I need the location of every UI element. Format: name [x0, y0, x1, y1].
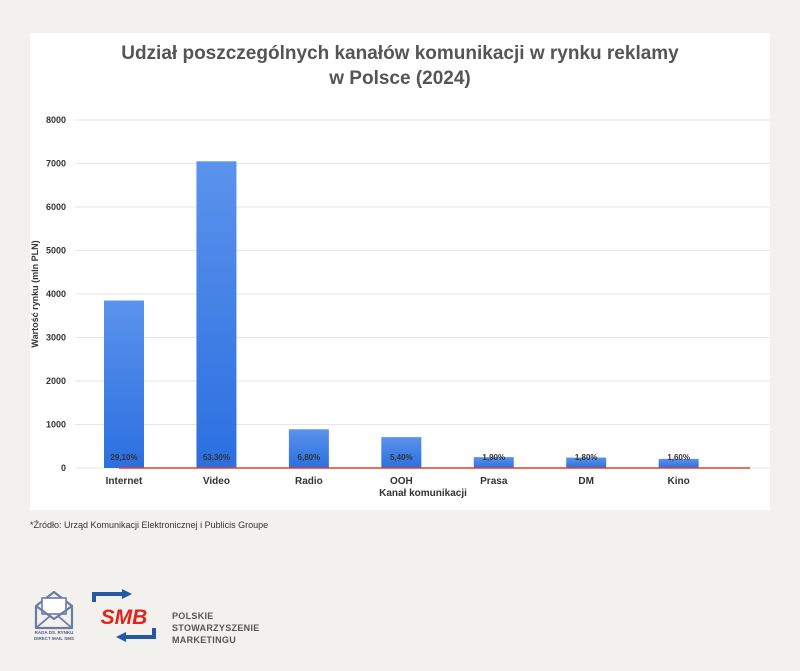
x-tick-label: Kino: [668, 476, 690, 487]
y-tick-label: 1000: [46, 420, 66, 430]
y-tick-label: 0: [61, 463, 66, 473]
bar: [381, 437, 422, 468]
x-tick-label: Internet: [106, 476, 143, 487]
smb-logo: SMB: [88, 588, 160, 643]
data-label: 1,90%: [482, 453, 505, 462]
rada-logo: RADA DS. RYNKU DIRECT MAIL SMS: [28, 588, 80, 650]
bar: [196, 161, 237, 468]
y-tick-label: 8000: [46, 115, 66, 125]
y-tick-label: 3000: [46, 333, 66, 343]
bar: [473, 457, 514, 468]
data-label: 29,10%: [110, 453, 137, 462]
data-labels: 29,10% 53,30% 6,80% 5,40% 1,90% 1,80% 1,60%: [110, 453, 690, 462]
y-tick-label: 2000: [46, 376, 66, 386]
chart-title-line-2: w Polsce (2024): [329, 68, 471, 89]
x-tick-label: OOH: [390, 476, 413, 487]
data-label: 6,80%: [298, 453, 321, 462]
x-tick-label: DM: [578, 476, 594, 487]
y-tick-labels: 0 1000 2000 3000 4000 5000 6000 7000 8000: [46, 115, 66, 473]
bar-chart: 0 1000 2000 3000 4000 5000 6000 7000 8000 29,10%…: [30, 115, 770, 499]
smb-mark-text: SMB: [101, 606, 148, 629]
x-axis-label: Kanał komunikacji: [379, 488, 467, 499]
bar: [566, 457, 607, 468]
x-tick-label: Video: [203, 476, 230, 487]
source-note: *Źródło: Urząd Komunikacji Elektroniczne…: [30, 520, 269, 530]
y-axis-label: Wartość rynku (mln PLN): [30, 240, 40, 347]
y-tick-label: 4000: [46, 289, 66, 299]
bar: [288, 429, 329, 468]
envelope-icon: [34, 590, 74, 630]
chart-title-line-1: Udział poszczególnych kanałów komunikacj…: [121, 43, 679, 64]
smb-logo-text: POLSKIE STOWARZYSZENIE MARKETINGU: [172, 611, 260, 645]
x-tick-label: Radio: [295, 476, 323, 487]
data-label: 1,80%: [575, 453, 598, 462]
data-label: 53,30%: [203, 453, 230, 462]
chart-title: Udział poszczególnych kanałów komunikacj…: [30, 41, 770, 91]
grid-lines: [75, 119, 770, 469]
bar: [658, 458, 699, 468]
rada-logo-text: RADA DS. RYNKU DIRECT MAIL SMS: [34, 630, 74, 641]
smb-logo-mark: SMB: [92, 589, 156, 642]
data-label: 5,40%: [390, 453, 413, 462]
bar: [104, 300, 144, 468]
data-label: 1,60%: [667, 453, 690, 462]
y-tick-label: 5000: [46, 246, 66, 256]
x-tick-label: Prasa: [480, 476, 508, 487]
chart-card: Udział poszczególnych kanałów komunikacj…: [30, 33, 770, 510]
bars: [104, 161, 699, 468]
y-tick-label: 7000: [46, 159, 66, 169]
x-tick-labels: Internet Video Radio OOH Prasa DM Kino: [106, 476, 690, 487]
y-tick-label: 6000: [46, 202, 66, 212]
